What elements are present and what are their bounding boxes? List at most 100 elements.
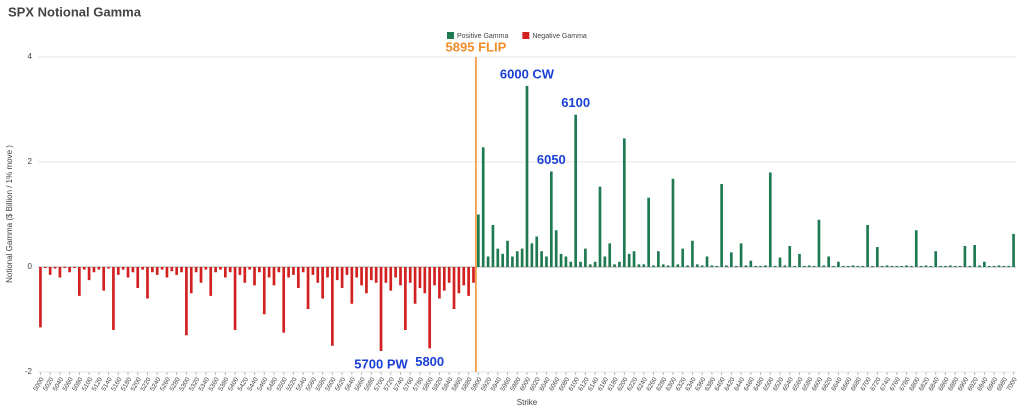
bar — [919, 265, 923, 267]
bar — [851, 265, 855, 267]
bar — [501, 253, 505, 267]
bar — [141, 267, 144, 270]
bar — [803, 265, 806, 267]
x-tick-label: 7000 — [1005, 376, 1018, 392]
bar — [384, 267, 388, 283]
bar — [423, 267, 427, 294]
bar — [768, 172, 772, 267]
bar — [170, 267, 174, 272]
bar — [97, 267, 101, 270]
bar — [642, 264, 646, 267]
bar — [131, 267, 135, 273]
legend-swatch — [522, 32, 530, 39]
bar — [331, 267, 334, 346]
bar — [360, 267, 363, 286]
bar — [603, 256, 607, 267]
bar — [895, 265, 899, 267]
bar — [598, 186, 602, 267]
bar — [185, 267, 188, 336]
bar — [194, 267, 198, 273]
bar — [613, 264, 616, 267]
bar — [807, 265, 811, 267]
annotation: 6050 — [537, 152, 566, 167]
bar — [68, 267, 71, 273]
bar — [944, 265, 947, 267]
bar — [910, 265, 913, 267]
bar — [983, 261, 986, 267]
bar — [433, 267, 436, 286]
bar — [666, 265, 670, 267]
bar — [442, 267, 446, 291]
bar — [301, 267, 305, 273]
bar — [939, 265, 942, 267]
bar — [452, 267, 456, 309]
bar — [822, 265, 826, 267]
bar — [574, 114, 577, 267]
bar — [126, 267, 130, 278]
bar — [812, 265, 816, 267]
bar — [608, 243, 612, 267]
bar — [340, 267, 344, 288]
bar — [311, 267, 315, 275]
bar — [92, 267, 96, 273]
bar — [681, 248, 685, 267]
bar — [730, 252, 733, 267]
bar — [155, 267, 159, 275]
bar — [355, 267, 359, 278]
bar — [335, 267, 339, 281]
flip-label: 5895 FLIP — [446, 39, 507, 54]
bar — [846, 265, 850, 267]
bar — [369, 267, 373, 281]
bar — [481, 147, 485, 267]
bar — [871, 265, 874, 267]
bar — [63, 267, 67, 269]
legend-label: Negative Gamma — [532, 33, 587, 40]
bar — [248, 267, 251, 270]
annotation: 6100 — [561, 95, 590, 110]
bar — [564, 256, 568, 267]
bar — [671, 178, 675, 267]
bar — [764, 265, 767, 267]
bar — [447, 267, 451, 283]
bar — [39, 267, 42, 328]
bar — [827, 256, 831, 267]
bar — [1012, 233, 1015, 267]
bar — [968, 265, 972, 267]
bar — [720, 184, 723, 267]
bar — [958, 265, 962, 267]
bar — [511, 256, 514, 267]
bar — [160, 267, 164, 270]
bar — [116, 267, 120, 275]
bar — [661, 264, 665, 267]
chart-title: SPX Notional Gamma — [8, 4, 142, 19]
bar — [885, 265, 889, 267]
bar — [832, 265, 835, 267]
bar — [759, 265, 762, 267]
bar — [710, 265, 714, 267]
bar — [399, 267, 402, 286]
bar — [146, 267, 149, 299]
bar — [374, 267, 378, 283]
bar — [987, 265, 991, 267]
bar — [734, 265, 738, 267]
bar — [588, 264, 592, 267]
bar — [652, 265, 655, 267]
bar — [520, 248, 524, 267]
bar — [413, 267, 417, 304]
bar — [963, 246, 967, 267]
bar — [233, 267, 237, 330]
bar — [491, 225, 495, 267]
legend-label: Positive Gamma — [457, 33, 508, 40]
bar — [584, 248, 587, 267]
bar — [326, 267, 329, 278]
y-tick-label: -2 — [25, 367, 33, 376]
bar — [593, 261, 597, 267]
bar — [306, 267, 310, 309]
bar — [486, 256, 490, 267]
bar — [1002, 265, 1006, 267]
bar — [798, 253, 801, 267]
bar — [53, 267, 57, 269]
bar — [705, 256, 709, 267]
bar — [934, 251, 938, 267]
